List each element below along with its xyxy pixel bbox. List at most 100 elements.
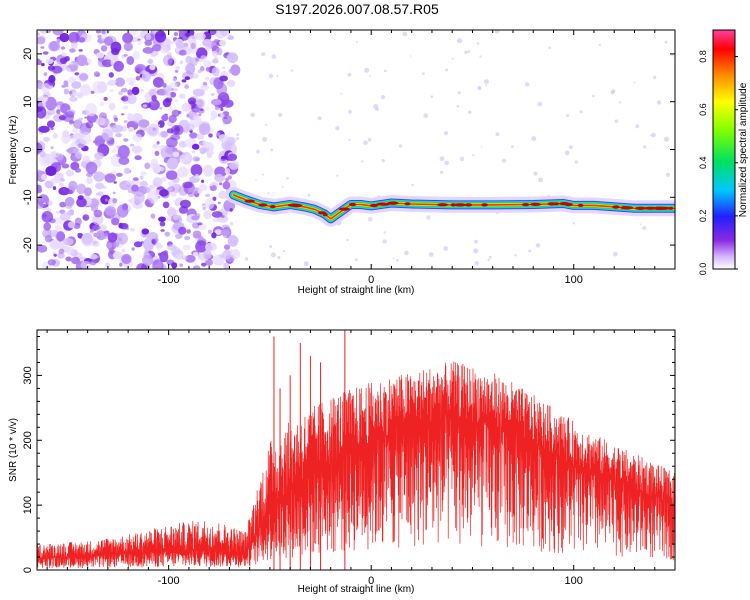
noise-speck bbox=[398, 144, 403, 148]
noise-blob bbox=[160, 229, 165, 232]
snr-series bbox=[37, 330, 675, 570]
noise-speck bbox=[278, 112, 283, 117]
noise-speck bbox=[618, 101, 622, 104]
noise-blob bbox=[104, 206, 116, 216]
noise-blob bbox=[112, 251, 123, 260]
noise-speck bbox=[598, 43, 601, 46]
noise-blob bbox=[202, 38, 213, 47]
noise-blob bbox=[227, 235, 239, 247]
noise-blob bbox=[204, 198, 215, 210]
noise-blob bbox=[219, 30, 231, 37]
noise-speck bbox=[367, 138, 372, 142]
spectrogram-y-label: Frequency (Hz) bbox=[8, 116, 19, 185]
noise-blob bbox=[195, 157, 200, 162]
noise-blob bbox=[113, 241, 120, 248]
noise-blob bbox=[134, 155, 142, 160]
noise-blob bbox=[174, 253, 184, 261]
noise-blob bbox=[191, 143, 200, 150]
noise-blob bbox=[118, 156, 130, 165]
x-tick-label: 0 bbox=[368, 274, 374, 286]
noise-blob bbox=[137, 39, 143, 45]
noise-blob bbox=[106, 242, 112, 249]
noise-speck bbox=[474, 239, 478, 244]
noise-blob bbox=[179, 199, 191, 209]
noise-speck bbox=[402, 31, 408, 37]
ridge-hotspot bbox=[436, 203, 449, 207]
y-tick-label: 0 bbox=[22, 567, 34, 573]
noise-blob bbox=[129, 143, 135, 147]
snr-y-label: SNR (10 * v/v) bbox=[8, 418, 19, 482]
noise-speck bbox=[548, 46, 551, 49]
noise-blob bbox=[90, 229, 94, 233]
noise-speck bbox=[443, 131, 449, 136]
noise-blob bbox=[179, 93, 186, 99]
noise-blob bbox=[174, 70, 179, 73]
noise-blob bbox=[93, 171, 105, 182]
noise-speck bbox=[383, 231, 386, 234]
noise-blob bbox=[160, 45, 169, 54]
noise-speck bbox=[537, 101, 543, 107]
noise-blob bbox=[222, 114, 233, 125]
noise-blob bbox=[44, 180, 54, 189]
noise-speck bbox=[610, 90, 615, 95]
noise-blob bbox=[76, 54, 88, 66]
noise-blob bbox=[43, 72, 48, 77]
noise-blob bbox=[54, 224, 61, 230]
noise-blob bbox=[61, 163, 70, 169]
noise-blob bbox=[140, 171, 147, 176]
noise-speck bbox=[356, 40, 358, 43]
noise-blob bbox=[195, 57, 200, 62]
noise-blob bbox=[199, 147, 207, 155]
noise-blob bbox=[159, 189, 169, 197]
ridge-hotspot bbox=[464, 203, 473, 207]
noise-blob bbox=[37, 36, 46, 45]
noise-blob bbox=[94, 152, 104, 160]
noise-blob bbox=[58, 182, 64, 187]
noise-blob bbox=[149, 184, 155, 190]
noise-speck bbox=[269, 245, 273, 248]
noise-blob bbox=[103, 96, 108, 101]
noise-blob bbox=[211, 67, 220, 77]
noise-speck bbox=[255, 179, 257, 182]
noise-blob bbox=[77, 71, 89, 83]
noise-speck bbox=[340, 92, 343, 95]
noise-blob bbox=[85, 161, 98, 175]
ridge-hotspot bbox=[636, 206, 644, 210]
noise-blob bbox=[59, 32, 70, 43]
noise-speck bbox=[472, 154, 475, 157]
noise-blob bbox=[63, 88, 70, 95]
noise-blob bbox=[194, 173, 200, 180]
noise-blob bbox=[209, 184, 213, 186]
noise-blob bbox=[65, 256, 72, 262]
noise-speck bbox=[262, 173, 265, 176]
noise-speck bbox=[423, 113, 429, 118]
colorbar: 0.0 0.2 0.4 0.6 0.8 Normalized spectral ampl… bbox=[698, 29, 749, 275]
noise-speck bbox=[409, 55, 412, 57]
noise-blob bbox=[147, 123, 159, 137]
noise-blob bbox=[82, 155, 91, 163]
noise-blob bbox=[89, 260, 97, 266]
noise-blob bbox=[154, 30, 167, 43]
noise-blob bbox=[41, 82, 51, 94]
noise-blob bbox=[211, 93, 215, 96]
noise-blob bbox=[163, 54, 173, 66]
noise-blob bbox=[219, 75, 229, 82]
noise-blob bbox=[60, 46, 66, 50]
noise-blob bbox=[131, 247, 135, 251]
noise-blob bbox=[169, 105, 174, 111]
noise-blob bbox=[194, 32, 206, 41]
noise-blob bbox=[69, 120, 75, 124]
noise-blob bbox=[59, 212, 71, 221]
noise-speck bbox=[369, 75, 371, 77]
snr-axes: -100 0 100 0 100 200 300 bbox=[22, 330, 676, 587]
noise-blob bbox=[151, 99, 157, 106]
noise-speck bbox=[531, 136, 537, 142]
ridge-hotspot bbox=[338, 207, 350, 211]
noise-blob bbox=[126, 56, 135, 65]
noise-blob bbox=[40, 46, 45, 49]
noise-blob bbox=[93, 232, 100, 238]
ridge-hotspot bbox=[322, 213, 328, 217]
noise-blob bbox=[113, 117, 118, 122]
noise-blob bbox=[51, 177, 62, 184]
